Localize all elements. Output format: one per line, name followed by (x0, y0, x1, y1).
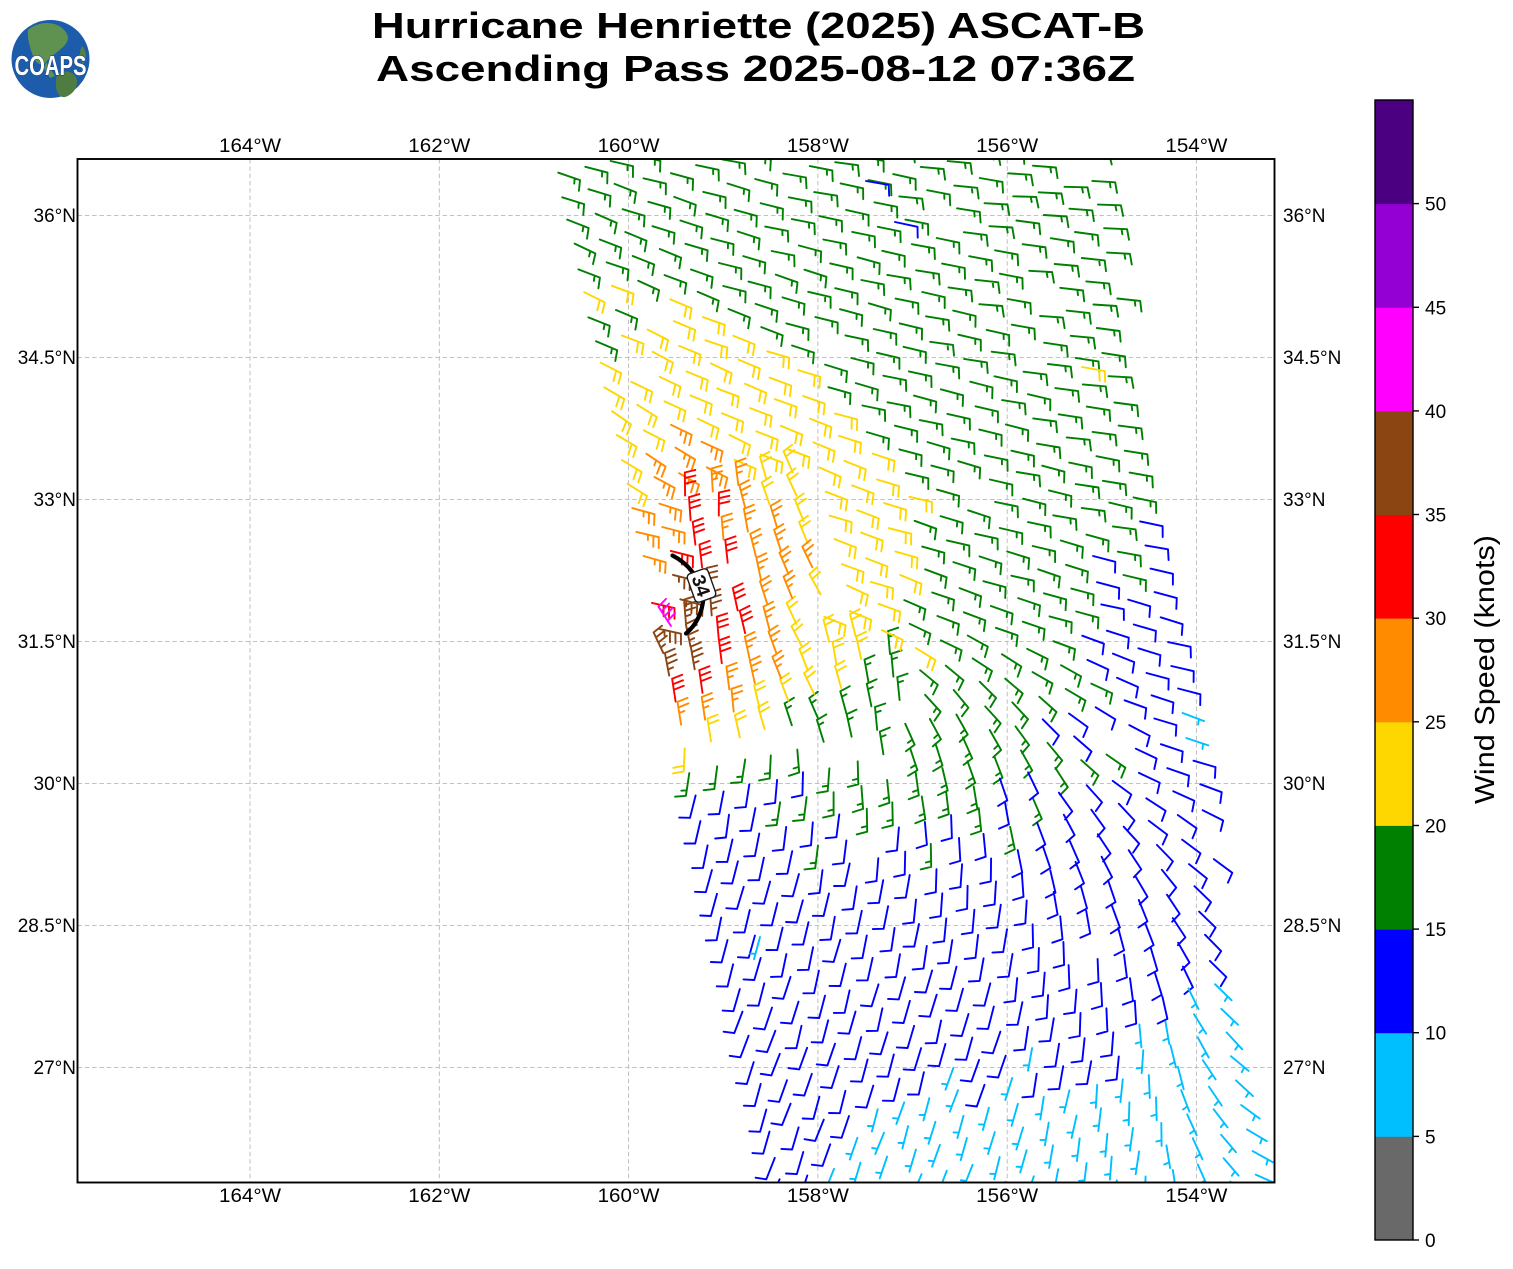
svg-text:34.5°N: 34.5°N (1283, 348, 1341, 369)
svg-text:40: 40 (1425, 402, 1446, 423)
svg-text:154°W: 154°W (1165, 136, 1227, 157)
svg-text:34.5°N: 34.5°N (18, 348, 76, 369)
svg-text:5: 5 (1425, 1127, 1436, 1148)
svg-text:Wind Speed (knots): Wind Speed (knots) (1469, 535, 1500, 804)
svg-text:31.5°N: 31.5°N (1283, 632, 1341, 653)
svg-text:50: 50 (1425, 195, 1446, 216)
svg-text:156°W: 156°W (976, 1186, 1038, 1207)
svg-text:160°W: 160°W (598, 136, 660, 157)
svg-text:30°N: 30°N (34, 774, 76, 795)
svg-text:31.5°N: 31.5°N (18, 632, 76, 653)
svg-text:27°N: 27°N (34, 1058, 76, 1079)
svg-text:164°W: 164°W (219, 136, 281, 157)
svg-text:158°W: 158°W (787, 1186, 849, 1207)
svg-text:36°N: 36°N (34, 206, 76, 227)
svg-text:0: 0 (1425, 1231, 1436, 1252)
svg-text:27°N: 27°N (1283, 1058, 1325, 1079)
svg-text:Hurricane Henriette (2025) ASC: Hurricane Henriette (2025) ASCAT-B (372, 5, 1145, 46)
svg-text:33°N: 33°N (34, 490, 76, 511)
svg-text:162°W: 162°W (408, 136, 470, 157)
svg-text:162°W: 162°W (408, 1186, 470, 1207)
svg-text:45: 45 (1425, 298, 1446, 319)
svg-text:25: 25 (1425, 713, 1446, 734)
svg-text:Ascending Pass 2025-08-12 07:3: Ascending Pass 2025-08-12 07:36Z (376, 48, 1135, 89)
svg-text:15: 15 (1425, 920, 1446, 941)
svg-text:30°N: 30°N (1283, 774, 1325, 795)
svg-text:36°N: 36°N (1283, 206, 1325, 227)
svg-text:10: 10 (1425, 1024, 1446, 1045)
svg-text:158°W: 158°W (787, 136, 849, 157)
svg-text:30: 30 (1425, 609, 1446, 630)
svg-text:33°N: 33°N (1283, 490, 1325, 511)
svg-text:COAPS: COAPS (15, 50, 87, 81)
svg-text:160°W: 160°W (598, 1186, 660, 1207)
svg-text:28.5°N: 28.5°N (18, 916, 76, 937)
svg-text:154°W: 154°W (1165, 1186, 1227, 1207)
svg-text:35: 35 (1425, 506, 1446, 527)
svg-text:164°W: 164°W (219, 1186, 281, 1207)
svg-text:20: 20 (1425, 817, 1446, 838)
svg-text:156°W: 156°W (976, 136, 1038, 157)
svg-text:28.5°N: 28.5°N (1283, 916, 1341, 937)
